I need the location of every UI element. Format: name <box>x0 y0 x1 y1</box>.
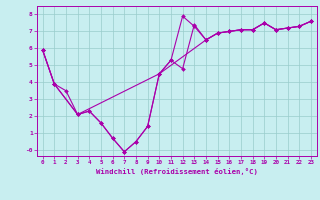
X-axis label: Windchill (Refroidissement éolien,°C): Windchill (Refroidissement éolien,°C) <box>96 168 258 175</box>
